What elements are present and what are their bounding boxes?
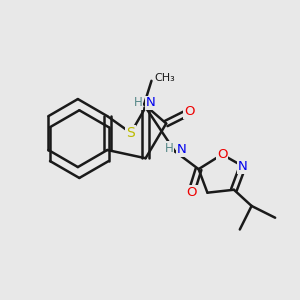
Text: CH₃: CH₃ [154, 73, 175, 83]
Text: N: N [238, 160, 247, 173]
Text: N: N [146, 96, 155, 110]
Text: N: N [176, 143, 186, 157]
Text: O: O [184, 105, 195, 118]
Text: S: S [127, 126, 135, 140]
Text: O: O [217, 148, 227, 161]
Text: O: O [186, 186, 196, 199]
Text: H: H [134, 96, 142, 110]
Text: H: H [165, 142, 174, 155]
